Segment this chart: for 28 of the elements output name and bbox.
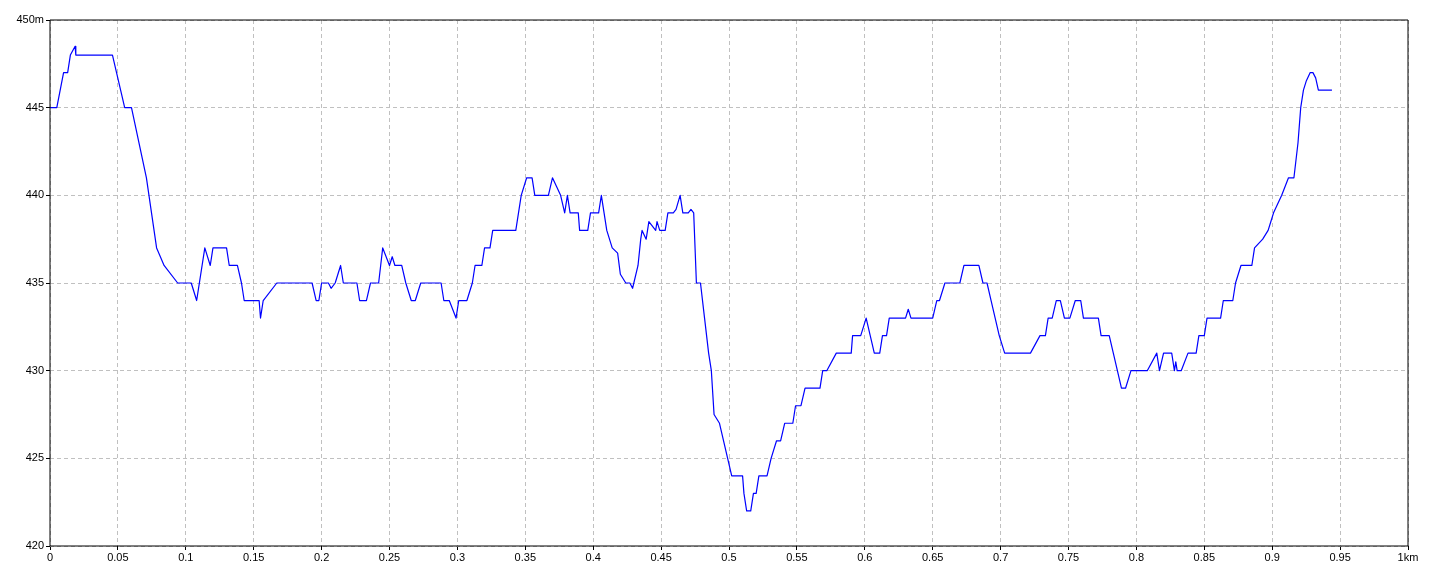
x-tick-label: 0.95 [1329, 550, 1351, 563]
x-tick-label: 0.2 [313, 550, 330, 563]
y-tick-label: 425 [25, 451, 44, 464]
y-tick-label: 435 [25, 276, 44, 289]
x-tick-label: 0.15 [242, 550, 265, 563]
x-tick-label: 0 [46, 550, 54, 563]
y-tick-label: 440 [25, 188, 44, 201]
x-tick-label: 0.7 [992, 550, 1009, 563]
x-tick-label: 0.3 [449, 550, 466, 563]
x-tick-label: 0.8 [1128, 550, 1145, 563]
x-tick-label: 0.4 [585, 550, 601, 563]
y-tick-label: 420 [25, 539, 44, 552]
x-tick-label: 0.35 [514, 550, 537, 563]
y-tick-label: 450m [16, 13, 44, 26]
x-tick-label: 0.65 [921, 550, 944, 563]
x-tick-label: 0.5 [721, 550, 737, 563]
x-tick-label: 0.6 [857, 550, 873, 563]
y-tick-label: 445 [25, 100, 44, 113]
x-tick-label: 0.75 [1057, 550, 1080, 563]
x-tick-label: 0.9 [1264, 550, 1280, 563]
x-tick-label: 0.55 [786, 550, 808, 563]
x-tick-label: 0.45 [650, 550, 672, 563]
x-tick-label: 0.85 [1193, 550, 1216, 563]
y-tick-label: 430 [25, 363, 44, 376]
x-tick-label: 0.25 [378, 550, 401, 563]
x-tick-label: 1km [1397, 550, 1419, 563]
x-tick-label: 0.1 [178, 550, 194, 563]
x-tick-label: 0.05 [107, 550, 129, 563]
